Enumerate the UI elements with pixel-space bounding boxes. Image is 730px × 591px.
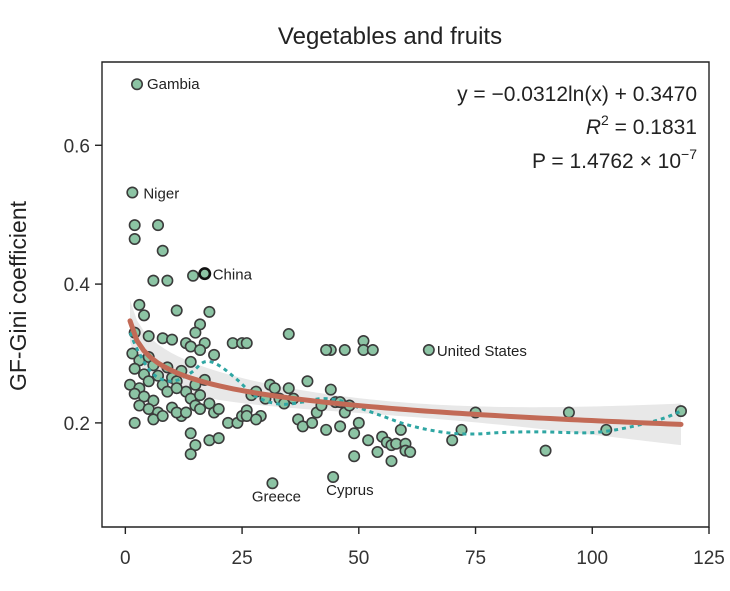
scatter-point	[348, 427, 361, 440]
scatter-point	[338, 344, 351, 357]
annotation-label: United States	[437, 343, 527, 360]
scatter-point	[282, 328, 295, 341]
scatter-point	[327, 471, 340, 484]
x-tick-label: 0	[120, 548, 131, 569]
scatter-point	[156, 409, 169, 422]
p-value-exponent: −7	[681, 146, 697, 162]
scatter-point	[352, 416, 365, 429]
annotation-label: Gambia	[147, 76, 200, 93]
scatter-point	[142, 330, 155, 343]
scatter-point	[212, 403, 225, 416]
scatter-point	[266, 477, 279, 490]
y-tick-label: 0.6	[64, 136, 90, 157]
scatter-point	[142, 375, 155, 388]
scatter-point	[128, 219, 141, 232]
log-fit-line	[127, 318, 684, 427]
scatter-point	[394, 423, 407, 436]
scatter-point	[128, 416, 141, 429]
r-squared-superscript: 2	[601, 112, 609, 128]
scatter-point	[385, 455, 398, 468]
scatter-point	[282, 382, 295, 395]
regression-equation: y = −0.0312ln(x) + 0.3470 R2 = 0.1831 P …	[457, 83, 697, 173]
scatter-point	[422, 344, 435, 357]
scatter-point	[194, 389, 207, 402]
annotation-label: Greece	[252, 488, 301, 505]
scatter-point	[138, 309, 151, 322]
smoothed-trend-line	[128, 332, 682, 436]
fit-lines	[127, 318, 684, 436]
scatter-point	[212, 432, 225, 445]
scatter-point	[184, 448, 197, 461]
scatter-point	[348, 450, 361, 463]
scatter-point	[133, 298, 146, 311]
scatter-point	[170, 382, 183, 395]
scatter-point	[180, 406, 193, 419]
scatter-point	[320, 344, 333, 357]
annotation-label: Niger	[143, 185, 179, 202]
r-squared-value: = 0.1831	[609, 116, 697, 139]
scatter-point	[126, 186, 139, 199]
scatter-point	[189, 326, 202, 339]
scatter-point	[562, 406, 575, 419]
scatter-point	[334, 420, 347, 433]
confidence-band	[130, 300, 681, 446]
x-tick-label: 25	[232, 548, 253, 569]
scatter-point	[198, 267, 212, 281]
scatter-point	[268, 382, 281, 395]
scatter-point	[184, 355, 197, 368]
scatter-point	[371, 446, 384, 459]
scatter-point	[131, 78, 144, 91]
scatter-point	[170, 304, 183, 317]
scatter-point	[152, 219, 165, 232]
p-value-line: P = 1.4762 × 10−7	[532, 146, 697, 173]
data-points	[124, 78, 687, 490]
x-tick-label: 50	[348, 548, 369, 569]
equation-line: y = −0.0312ln(x) + 0.3470	[457, 83, 697, 106]
chart-title: Vegetables and fruits	[278, 23, 502, 50]
r-squared-line: R2 = 0.1831	[586, 112, 697, 139]
scatter-point	[306, 416, 319, 429]
scatter-point	[320, 423, 333, 436]
annotation-label: Cyprus	[326, 482, 374, 499]
axis-ticks: 0 25 50 75 100 125 0.2 0.4 0.6	[64, 136, 725, 569]
scatter-point	[539, 444, 552, 457]
x-tick-label: 100	[576, 548, 608, 569]
scatter-point	[362, 434, 375, 447]
scatter-point	[187, 269, 200, 282]
scatter-point	[324, 383, 337, 396]
scatter-point	[189, 439, 202, 452]
scatter-point	[250, 413, 263, 426]
scatter-point	[203, 397, 216, 410]
scatter-point	[194, 344, 207, 357]
scatter-point	[194, 403, 207, 416]
y-axis-label: GF-Gini coefficient	[5, 200, 31, 391]
scatter-point	[128, 232, 141, 245]
scatter-point	[446, 434, 459, 447]
y-tick-label: 0.2	[64, 414, 90, 435]
scatter-point	[128, 362, 141, 375]
scatter-point	[208, 348, 221, 361]
scatter-point	[184, 427, 197, 440]
r-squared-symbol: R	[586, 116, 601, 139]
scatter-point	[301, 375, 314, 388]
scatter-point	[161, 274, 174, 287]
x-tick-label: 125	[693, 548, 725, 569]
scatter-point	[240, 337, 253, 350]
scatter-point	[147, 274, 160, 287]
scatter-point	[455, 423, 468, 436]
fit-confidence-band	[130, 300, 681, 446]
scatter-point	[166, 333, 179, 346]
scatter-point	[203, 305, 216, 318]
scatter-point	[366, 344, 379, 357]
annotation-label: China	[213, 267, 253, 284]
x-tick-label: 75	[465, 548, 486, 569]
scatter-point	[404, 446, 417, 459]
scatter-point	[126, 347, 139, 360]
y-tick-label: 0.4	[64, 275, 91, 296]
point-annotations: Gambia Niger China United States Greece Cypru…	[143, 76, 527, 505]
p-value-text: P = 1.4762 × 10	[532, 150, 681, 173]
scatter-point	[156, 244, 169, 257]
